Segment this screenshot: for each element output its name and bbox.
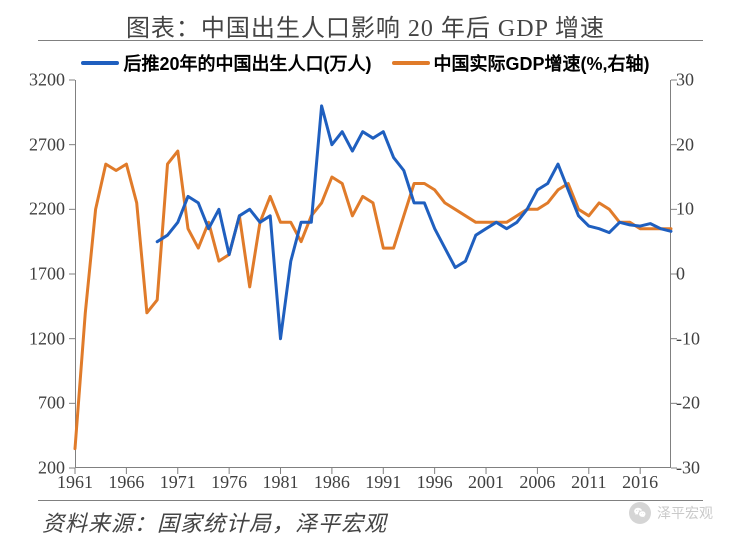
plot-svg <box>75 80 671 468</box>
x-tick-label: 2001 <box>468 472 504 493</box>
x-tick-label: 2011 <box>571 472 606 493</box>
x-tick-label: 2006 <box>519 472 555 493</box>
chart-title: 图表：中国出生人口影响 20 年后 GDP 增速 <box>0 8 731 43</box>
legend: 后推20年的中国出生人口(万人) 中国实际GDP增速(%,右轴) <box>0 50 731 76</box>
y-right-tick-label: 0 <box>676 264 685 285</box>
y-left-tick-label: 1200 <box>29 328 65 349</box>
y-left-tick-label: 2700 <box>29 134 65 155</box>
wechat-icon <box>629 502 651 524</box>
line-series1 <box>157 106 671 339</box>
x-tick-label: 1966 <box>108 472 144 493</box>
y-right-tick-label: 20 <box>676 134 694 155</box>
y-left-tick-label: 1700 <box>29 264 65 285</box>
x-tick-label: 1976 <box>211 472 247 493</box>
source-underline <box>38 500 703 501</box>
watermark-text: 泽平宏观 <box>657 503 713 523</box>
x-tick-label: 1991 <box>365 472 401 493</box>
legend-swatch-series1 <box>81 61 119 65</box>
y-right-tick-label: -20 <box>676 393 700 414</box>
y-right-tick-label: -10 <box>676 328 700 349</box>
x-tick-label: 1971 <box>160 472 196 493</box>
x-tick-label: 1961 <box>57 472 93 493</box>
x-tick-label: 1996 <box>417 472 453 493</box>
legend-item-series1: 后推20年的中国出生人口(万人) <box>81 50 371 76</box>
y-right-tick-label: 10 <box>676 199 694 220</box>
legend-swatch-series2 <box>392 61 430 65</box>
y-left-tick-label: 700 <box>38 393 65 414</box>
plot-region <box>75 80 671 468</box>
legend-label-series2: 中国实际GDP增速(%,右轴) <box>434 50 650 76</box>
x-tick-label: 1986 <box>314 472 350 493</box>
y-left-tick-label: 2200 <box>29 199 65 220</box>
source-text: 资料来源：国家统计局，泽平宏观 <box>42 506 387 538</box>
x-tick-label: 1981 <box>263 472 299 493</box>
legend-label-series1: 后推20年的中国出生人口(万人) <box>123 50 371 76</box>
title-underline <box>38 40 703 41</box>
y-right-tick-label: -30 <box>676 458 700 479</box>
legend-item-series2: 中国实际GDP增速(%,右轴) <box>392 50 650 76</box>
line-series2 <box>75 151 671 449</box>
y-left-tick-label: 3200 <box>29 70 65 91</box>
x-tick-label: 2016 <box>622 472 658 493</box>
y-right-tick-label: 30 <box>676 70 694 91</box>
watermark: 泽平宏观 <box>629 502 713 524</box>
chart-container: { "title": "图表：中国出生人口影响 20 年后 GDP 增速", "… <box>0 0 731 542</box>
